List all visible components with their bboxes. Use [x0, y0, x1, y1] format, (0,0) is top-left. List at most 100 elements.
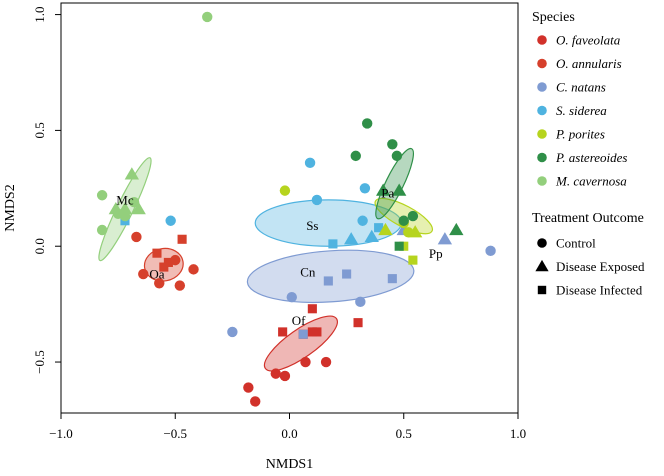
point-pa-control — [391, 150, 403, 162]
legend-label-oa: O. annularis — [556, 56, 622, 71]
point-of-infected — [353, 318, 363, 328]
point-mc-exposed — [117, 201, 133, 215]
y-tick-label: 0.5 — [32, 122, 47, 138]
point-pa-exposed — [392, 183, 407, 196]
point-cn-control — [485, 245, 496, 257]
point-oa-control — [154, 278, 165, 289]
point-ss-control — [357, 215, 368, 226]
point-oa-control — [131, 231, 142, 243]
point-pa-infected — [394, 241, 404, 251]
y-tick-label: 1.0 — [32, 6, 47, 22]
point-layer — [96, 11, 496, 407]
legend-marker-control — [537, 238, 547, 248]
legend-species-items: O. faveolata O. annularis C. natans S. side… — [537, 33, 628, 189]
point-pa-exposed — [376, 183, 391, 196]
ellipse-label-layer: Of Oa Cn Ss Pp Pa Mc — [116, 186, 442, 328]
point-pp-infected — [399, 241, 409, 251]
point-of-control — [250, 396, 261, 407]
point-ss-control — [311, 194, 323, 206]
point-mc-control — [96, 190, 108, 201]
point-mc-exposed — [108, 201, 124, 215]
point-cn-control — [355, 296, 366, 308]
legend-label-of: O. faveolata — [556, 33, 621, 48]
point-mc-exposed — [124, 167, 140, 180]
axis-layer: −1.0 −0.5 0.0 0.5 1.0 −0.5 0.0 0.5 1.0 — [32, 6, 526, 441]
point-cn-infected — [298, 329, 308, 339]
ellipse-label-pa: Pa — [381, 186, 394, 201]
legend-label-ss: S. siderea — [556, 103, 607, 118]
point-of-infected — [278, 327, 288, 337]
legend-outcome-items: Control Disease Exposed Disease Infected — [535, 236, 645, 298]
ellipse-pa — [375, 147, 414, 220]
legend-marker-infected — [537, 285, 547, 295]
point-pp-exposed — [378, 222, 393, 236]
point-cn-control — [286, 291, 297, 303]
legend-label-mc: M. cavernosa — [555, 174, 627, 189]
point-ss-infected — [328, 239, 338, 249]
y-tick-label: −0.5 — [32, 350, 47, 374]
point-ss-exposed — [364, 229, 379, 243]
point-mc-control — [96, 224, 108, 236]
legend: Species O. faveolata O. annularis C. natan… — [532, 10, 645, 298]
point-oa-control — [138, 268, 149, 280]
ellipse-layer — [98, 147, 434, 372]
ellipse-label-of: Of — [292, 313, 306, 328]
legend-outcome-title: Treatment Outcome — [532, 211, 644, 226]
point-oa-infected — [177, 234, 187, 244]
point-pp-control — [279, 185, 291, 196]
point-ss-control — [304, 157, 316, 169]
point-oa-infected — [152, 248, 162, 258]
point-of-control — [270, 368, 281, 379]
point-ss-infected — [374, 223, 384, 233]
point-of-infected — [307, 304, 317, 314]
point-pa-control — [387, 139, 398, 150]
point-of-control — [243, 382, 254, 393]
ellipse-label-ss: Ss — [306, 218, 318, 233]
point-oa-infected — [159, 262, 169, 272]
point-pa-exposed — [449, 222, 464, 236]
x-tick-label: 0.5 — [396, 426, 412, 441]
legend-marker-pp — [537, 129, 547, 139]
legend-species-title: Species — [532, 10, 575, 25]
point-oa-control — [188, 264, 199, 275]
point-mc-control — [202, 11, 213, 23]
point-ss-control — [165, 215, 176, 226]
legend-marker-ss — [537, 105, 547, 116]
point-mc-control — [128, 197, 140, 208]
legend-label-pp: P. porites — [555, 127, 605, 142]
ellipse-label-mc: Mc — [116, 193, 134, 208]
legend-label-pa: P. astereoides — [555, 150, 628, 165]
point-cn-exposed — [437, 232, 453, 245]
point-cn-infected — [342, 269, 352, 279]
x-tick-label: 1.0 — [510, 426, 526, 441]
point-pa-control — [398, 215, 409, 226]
point-mc-exposed — [131, 201, 146, 215]
point-of-infected — [307, 327, 317, 337]
point-of-control — [320, 356, 332, 368]
point-pp-infected — [408, 255, 418, 265]
legend-marker-mc — [537, 176, 547, 186]
point-cn-control — [227, 326, 238, 338]
legend-marker-cn — [537, 82, 547, 92]
ellipse-cn — [246, 249, 415, 304]
point-oa-infected — [163, 257, 173, 267]
legend-label-control: Control — [556, 236, 596, 251]
legend-marker-pa — [537, 152, 547, 163]
point-pa-control — [361, 118, 373, 129]
point-oa-control — [174, 280, 186, 291]
point-cn-infected — [387, 274, 397, 284]
ellipse-label-oa: Oa — [149, 267, 164, 282]
legend-marker-of — [537, 35, 547, 45]
legend-label-cn: C. natans — [556, 80, 606, 95]
x-axis-title: NMDS1 — [266, 457, 313, 472]
point-ss-control — [359, 183, 371, 194]
point-pa-control — [407, 210, 419, 222]
point-cn-infected — [323, 276, 333, 286]
legend-label-infected: Disease Infected — [556, 283, 643, 298]
legend-marker-exposed — [535, 259, 549, 272]
point-of-control — [300, 356, 311, 368]
ellipse-label-cn: Cn — [300, 264, 316, 279]
x-tick-label: −0.5 — [163, 426, 187, 441]
point-of-control — [279, 370, 291, 382]
